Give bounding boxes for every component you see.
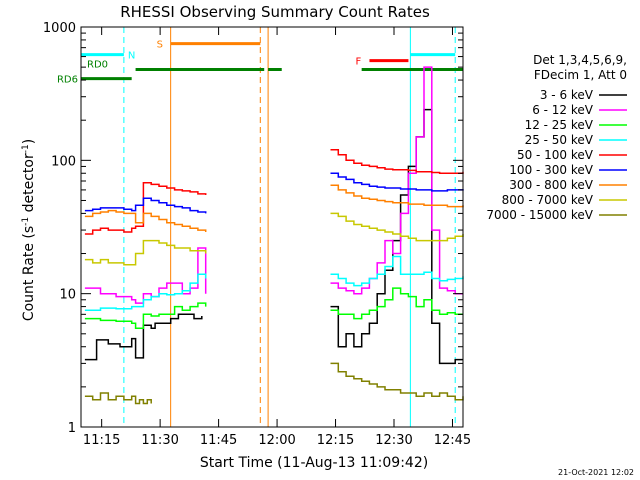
series-line-50-100-kev <box>84 149 464 235</box>
legend-label: 6 - 12 keV <box>532 103 594 117</box>
legend-label: 50 - 100 keV <box>517 148 594 162</box>
chart-title: RHESSI Observing Summary Count Rates <box>120 3 430 21</box>
time-markers <box>123 27 456 427</box>
flag-label-s: S <box>157 40 163 51</box>
y-axis-label: Count Rate (s-1 detector-1) <box>21 139 37 321</box>
footer-date: 21-Oct-2021 12:02 <box>558 468 634 477</box>
series-line-800-7000-kev <box>84 212 464 266</box>
legend-label: 12 - 25 keV <box>525 118 594 132</box>
flag-label-rd6: RD6 <box>57 75 78 86</box>
plot-frame <box>80 26 464 428</box>
y-tick-label: 100 <box>51 154 76 169</box>
y-tick-label: 1 <box>68 421 76 436</box>
series-line-25-50-kev <box>84 255 464 312</box>
x-tick-label: 11:15 <box>83 433 120 448</box>
x-tick-label: 12:15 <box>317 433 354 448</box>
flag-label-rd0: RD0 <box>87 60 108 71</box>
x-tick-label: 12:00 <box>258 433 295 448</box>
series-line-6-12-kev <box>84 66 463 304</box>
legend-label: 25 - 50 keV <box>525 133 594 147</box>
series-layer <box>84 66 464 405</box>
x-tick-label: 12:30 <box>375 433 412 448</box>
flag-label-n: N <box>128 51 135 62</box>
legend-header-decimation: FDecim 1, Att 0 <box>534 68 627 82</box>
legend-label: 800 - 7000 keV <box>502 193 594 207</box>
legend-label: 7000 - 15000 keV <box>486 208 593 222</box>
legend-header-detectors: Det 1,3,4,5,6,9, <box>533 53 627 67</box>
series-line-100-300-kev <box>84 172 464 214</box>
legend: Det 1,3,4,5,6,9, FDecim 1, Att 0 3 - 6 k… <box>486 53 627 222</box>
legend-label: 3 - 6 keV <box>540 88 594 102</box>
legend-label: 300 - 800 keV <box>509 178 593 192</box>
y-tick-label: 1000 <box>43 21 76 36</box>
series-line-7000-15000-kev <box>84 362 464 405</box>
x-tick-label: 11:30 <box>141 433 178 448</box>
legend-label: 100 - 300 keV <box>509 163 593 177</box>
x-axis-label: Start Time (11-Aug-13 11:09:42) <box>200 455 428 471</box>
axis-ticks: 11:15 11:30 11:45 12:00 12:15 12:30 12:45 1 10 10… <box>43 21 471 448</box>
x-tick-label: 11:45 <box>200 433 237 448</box>
y-tick-label: 10 <box>59 288 76 303</box>
plot-area: N S RD0 RD6 F 11:15 11:30 11:45 12:00 12:15 12:30… <box>43 21 471 448</box>
series-line-12-25-kev <box>84 287 463 330</box>
x-tick-label: 12:45 <box>434 433 471 448</box>
flag-label-f: F <box>355 57 361 68</box>
flag-bars: N S RD0 RD6 F <box>57 40 463 86</box>
series-line-300-800-kev <box>84 184 464 232</box>
